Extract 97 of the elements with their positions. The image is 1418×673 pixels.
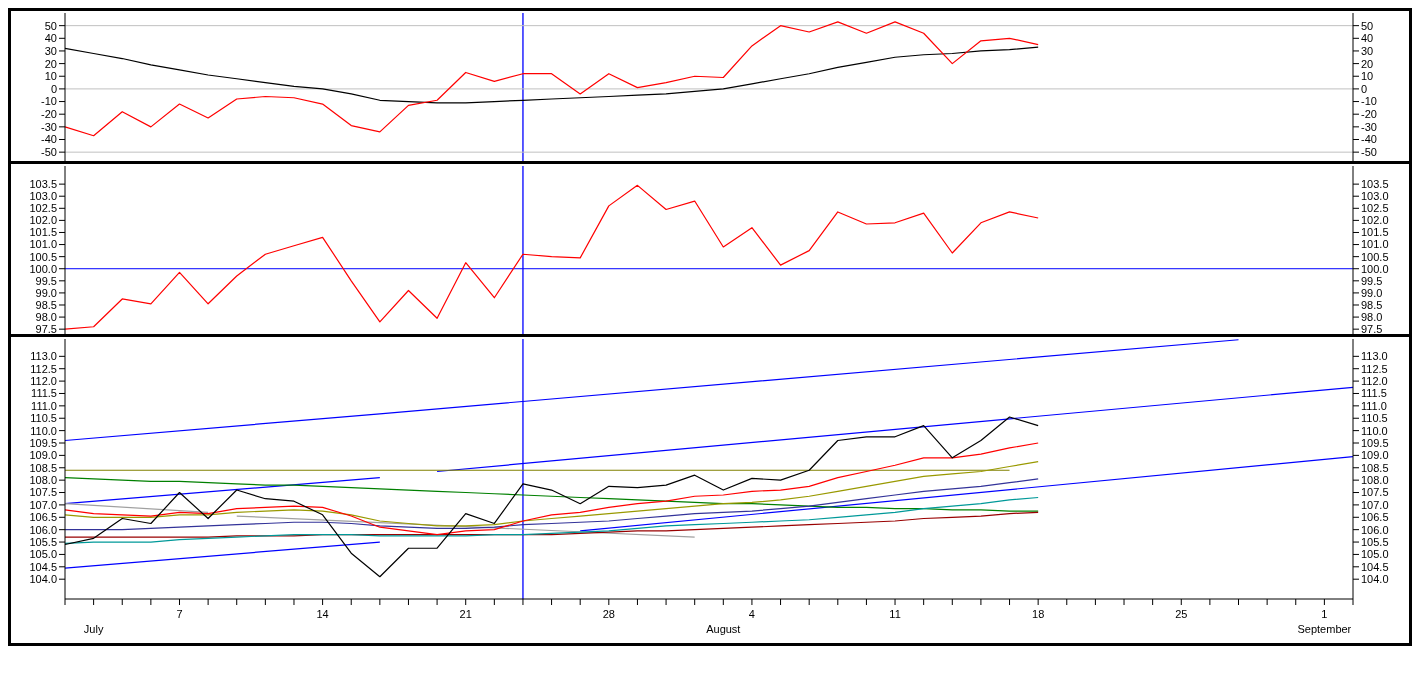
- y-tick-label: 102.5: [29, 202, 57, 215]
- y2-tick-label: 101.0: [1361, 238, 1389, 251]
- y2-tick-label: 20: [1361, 57, 1374, 70]
- y-tick-label: 109.5: [29, 436, 57, 449]
- y2-tick-label: 108.5: [1361, 461, 1389, 474]
- y2-tick-label: 10: [1361, 70, 1374, 83]
- y2-tick-label: 100.0: [1361, 262, 1389, 275]
- y-tick-label: 105.5: [29, 535, 57, 548]
- y-tick-label: 99.0: [35, 286, 57, 299]
- y2-tick-label: 97.5: [1361, 323, 1383, 336]
- x-tick-label: 11: [889, 608, 901, 620]
- y-tick-label: 106.5: [29, 511, 57, 524]
- x-tick-label: 14: [316, 608, 329, 620]
- y-tick-label: -10: [41, 95, 57, 108]
- y2-tick-label: 106.0: [1361, 523, 1389, 536]
- y2-tick-label: 50: [1361, 19, 1374, 32]
- y2-tick-label: 99.0: [1361, 286, 1383, 299]
- y2-tick-label: 100.5: [1361, 250, 1389, 263]
- y2-tick-label: 99.5: [1361, 274, 1383, 287]
- y-tick-label: 50: [44, 19, 57, 32]
- y-tick-label: 106.0: [29, 523, 57, 536]
- y-tick-label: 10: [44, 70, 57, 83]
- y2-tick-label: -30: [1361, 120, 1377, 133]
- y-tick-label: 113.0: [30, 350, 57, 363]
- x-tick-label: 28: [602, 608, 615, 620]
- y2-tick-label: 113.0: [1361, 350, 1388, 363]
- y-tick-label: 101.0: [29, 238, 57, 251]
- y-tick-label: -40: [41, 133, 57, 146]
- y-tick-label: 101.5: [29, 226, 57, 239]
- y-tick-label: 104.0: [29, 573, 57, 586]
- y2-tick-label: 107.0: [1361, 498, 1389, 511]
- y-tick-label: -20: [41, 108, 57, 121]
- y-tick-label: 100.5: [29, 250, 57, 263]
- y-tick-label: 105.0: [29, 548, 57, 561]
- y2-tick-label: 102.5: [1361, 202, 1389, 215]
- y-tick-label: 112.5: [30, 362, 57, 375]
- x-tick-label: 1 September: [1297, 608, 1352, 635]
- y-tick-label: 109.0: [29, 449, 57, 462]
- y-tick-label: 0: [50, 82, 57, 95]
- y2-tick-label: 112.5: [1361, 362, 1388, 375]
- y-tick-label: 107.5: [29, 486, 57, 499]
- y-tick-label: 98.5: [35, 298, 57, 311]
- y2-tick-label: 104.0: [1361, 573, 1389, 586]
- x-tick-label: 7: [176, 608, 183, 620]
- y-tick-label: 103.0: [29, 190, 57, 203]
- y2-tick-label: 104.5: [1361, 560, 1389, 573]
- y-tick-label: -30: [41, 120, 57, 133]
- y-tick-label: 100.0: [29, 262, 57, 275]
- y2-tick-label: 40: [1361, 32, 1374, 45]
- y-tick-label: 108.0: [29, 474, 57, 487]
- x-tick-label: August: [706, 623, 741, 635]
- y-tick-label: 104.5: [29, 560, 57, 573]
- y-tick-label: 111.0: [31, 399, 57, 412]
- y2-tick-label: 111.0: [1361, 399, 1387, 412]
- y2-tick-label: 103.0: [1361, 190, 1389, 203]
- y2-tick-label: -50: [1361, 146, 1377, 159]
- x-tick-label: 18: [1032, 608, 1045, 620]
- y2-tick-label: 101.5: [1361, 226, 1389, 239]
- y2-tick-label: -40: [1361, 133, 1377, 146]
- y-tick-label: 107.0: [29, 498, 57, 511]
- y2-tick-label: 109.5: [1361, 436, 1389, 449]
- y2-tick-label: 109.0: [1361, 449, 1389, 462]
- y2-tick-label: 108.0: [1361, 474, 1389, 487]
- y-tick-label: 112.0: [30, 375, 57, 387]
- y-tick-label: 97.5: [35, 323, 57, 336]
- y-tick-label: 40: [44, 32, 57, 45]
- y2-tick-label: 98.5: [1361, 298, 1383, 311]
- y-tick-label: 102.0: [29, 214, 57, 227]
- y2-tick-label: 112.0: [1361, 375, 1388, 387]
- y2-tick-label: 107.5: [1361, 486, 1389, 499]
- x-tick-label: July: [83, 623, 104, 635]
- y2-tick-label: 111.5: [1361, 387, 1387, 400]
- y2-tick-label: 110.0: [1361, 424, 1388, 437]
- y-tick-label: 103.5: [29, 178, 57, 191]
- y2-tick-label: -20: [1361, 108, 1377, 121]
- y2-tick-label: 98.0: [1361, 310, 1383, 323]
- y2-tick-label: 105.5: [1361, 535, 1389, 548]
- y-tick-label: 111.5: [31, 387, 57, 400]
- x-tick-label: 25: [1175, 608, 1188, 620]
- y2-tick-label: 30: [1361, 44, 1374, 57]
- y-tick-label: 20: [44, 57, 57, 70]
- y2-tick-label: -10: [1361, 95, 1377, 108]
- y2-tick-label: 110.5: [1361, 412, 1388, 425]
- y-tick-label: 110.0: [30, 424, 57, 437]
- y2-tick-label: 105.0: [1361, 548, 1389, 561]
- y2-tick-label: 102.0: [1361, 214, 1389, 227]
- x-tick-label: 4: [748, 608, 755, 620]
- x-tick-label: 21: [459, 608, 472, 620]
- y-tick-label: 98.0: [35, 310, 57, 323]
- y-tick-label: 99.5: [35, 274, 57, 287]
- y2-tick-label: 106.5: [1361, 511, 1389, 524]
- y2-tick-label: 0: [1361, 82, 1368, 95]
- y-tick-label: 108.5: [29, 461, 57, 474]
- y-tick-label: 110.5: [30, 412, 57, 425]
- y2-tick-label: 103.5: [1361, 178, 1389, 191]
- y-tick-label: -50: [41, 146, 57, 159]
- y-tick-label: 30: [44, 44, 57, 57]
